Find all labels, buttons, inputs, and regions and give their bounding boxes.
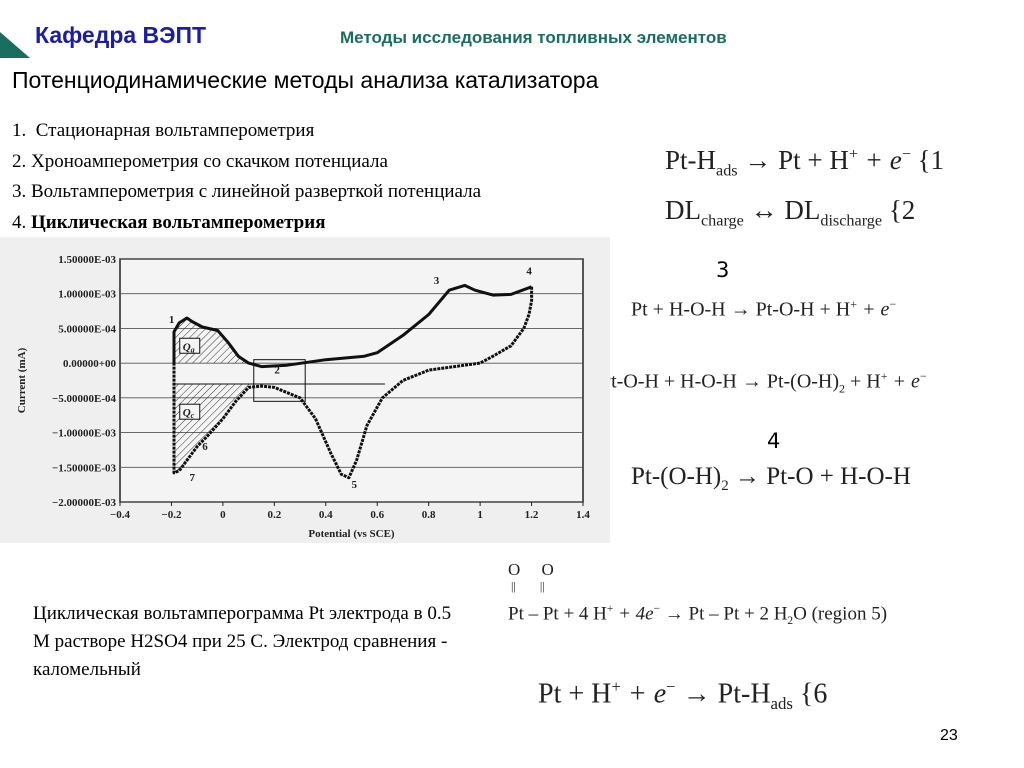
equation-1: Pt-Hads → Pt + H+ + e− {1 [665, 145, 945, 180]
region-label: 3 [434, 275, 440, 287]
list-text: Хроноамперометрия со скачком потенциала [31, 150, 388, 172]
equation-6: Pt + H+ + e− → Pt-Hads {6 [538, 677, 828, 713]
y-tick-label: 0.00000+00 [63, 358, 117, 370]
equation-3a: Pt + H-O-H → Pt-O-H + H+ + e− [631, 297, 897, 321]
list-number: 3. [12, 181, 27, 202]
x-tick-label: −0.4 [110, 509, 131, 521]
list-item: 4. Циклическая вольтамперометрия [12, 208, 481, 239]
region-label: 5 [352, 479, 358, 491]
y-tick-label: −2.00000E-03 [52, 497, 117, 509]
x-tick-label: 0.8 [422, 509, 436, 521]
y-tick-label: −1.00000E-03 [52, 428, 117, 440]
x-tick-label: 0 [220, 509, 226, 521]
list-item: 2. Хроноамперометрия со скачком потенциа… [12, 147, 481, 178]
list-text: Вольтамперометрия с линейной разверткой … [31, 181, 482, 202]
slide-title: Потенциодинамические методы анализа ката… [12, 67, 599, 93]
chart-caption: Циклическая вольтамперограмма Pt электро… [33, 603, 452, 680]
charge-label-box [179, 337, 201, 354]
inset-box [253, 359, 306, 402]
list-text: Стационарная вольтамперометрия [35, 120, 315, 141]
cyclic-voltammogram-chart: 1.50000E-03 1.00000E-03 5.00000E-04 0.00000… [0, 237, 610, 543]
chart-svg: 1.50000E-03 1.00000E-03 5.00000E-04 0.00000… [16, 254, 590, 540]
x-tick-label: −0.2 [161, 509, 182, 521]
department-name: Кафедра ВЭПТ [35, 22, 207, 48]
y-tick-label: −5.00000E-04 [52, 393, 117, 405]
charge-label-box [179, 403, 201, 420]
y-tick-label: 1.00000E-03 [58, 289, 116, 301]
region-label: 2 [274, 365, 280, 377]
x-tick-label: 1.2 [525, 509, 539, 521]
logo-triangle-icon [0, 32, 30, 58]
region-label: 7 [189, 472, 195, 484]
course-title: Методы исследования топливных элементов [340, 28, 727, 47]
x-tick-label: 0.4 [319, 509, 333, 521]
list-item: 1. Стационарная вольтамперометрия [12, 116, 481, 147]
x-axis-label: Potential (vs SCE) [308, 528, 395, 540]
charge-label: Qc [183, 407, 195, 420]
equation-2: DLcharge ↔ DLdischarge {2 [665, 195, 916, 230]
list-item: 3. Вольтамперометрия с линейной развертк… [12, 177, 481, 208]
x-tick-label: 0.2 [267, 509, 281, 521]
plot-area [119, 258, 584, 503]
y-tick-label: −1.50000E-03 [52, 462, 117, 474]
equation-5-oxygens: O O || || [508, 560, 554, 593]
region-label: 4 [526, 265, 532, 277]
equation-3b: Pt-O-H + H-O-H → Pt-(O-H)2 + H+ + e− [600, 369, 927, 397]
page-number: 23 [940, 727, 958, 744]
region-label: 6 [202, 441, 208, 453]
y-tick-label: 1.50000E-03 [58, 254, 116, 266]
y-tick-label: 5.00000E-04 [58, 323, 116, 335]
x-tick-label: 1 [477, 509, 483, 521]
region-label: 1 [169, 314, 175, 326]
equation-5: Pt – Pt + 4 H+ + 4e− → Pt – Pt + 2 H2O (… [508, 603, 888, 628]
x-tick-label: 0.6 [370, 509, 384, 521]
equation-4: Pt-(O-H)2 → Pt-O + H-O-H [631, 463, 911, 494]
anodic-sweep-line [172, 283, 533, 369]
charge-label: Qa [183, 341, 195, 354]
methods-list: 1. Стационарная вольтамперометрия 2. Хро… [12, 116, 481, 238]
region-label-3: 3 [716, 258, 730, 282]
x-tick-label: 1.4 [576, 509, 590, 521]
list-number: 4. [12, 211, 27, 233]
cathodic-sweep-line [172, 286, 534, 480]
list-text: Циклическая вольтамперометрия [31, 211, 326, 233]
list-number: 1. [12, 120, 27, 141]
list-number: 2. [12, 150, 27, 172]
region-label-4: 4 [767, 429, 781, 453]
y-axis-label: Current (mA) [16, 347, 28, 413]
